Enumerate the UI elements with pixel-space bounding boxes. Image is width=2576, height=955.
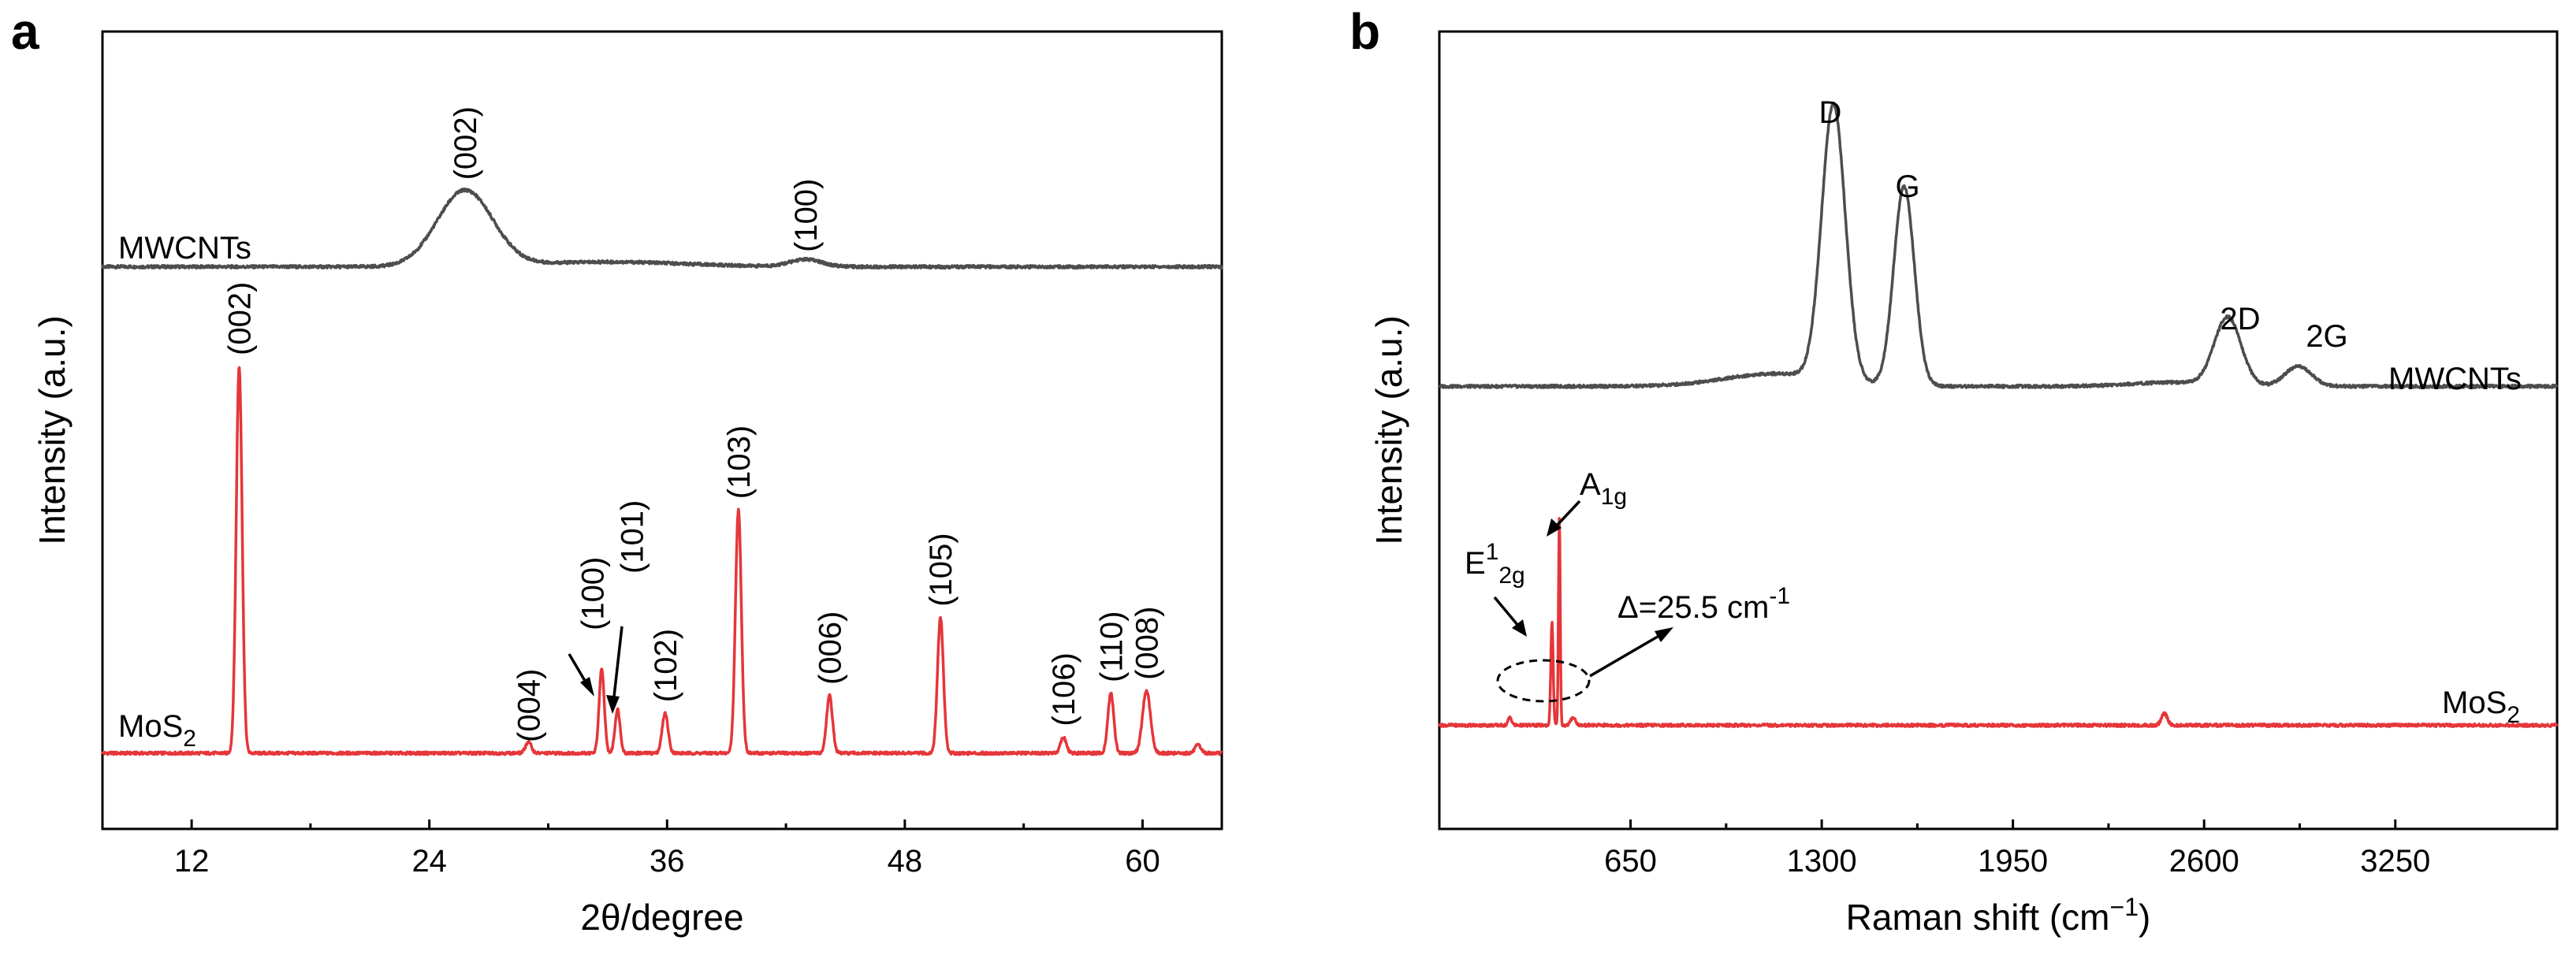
panel-a-peak-label: (100) — [575, 557, 610, 630]
panel-b-mwcnts-label: MWCNTs — [2388, 362, 2522, 396]
panel-a-x-ticks: 12 24 36 48 60 — [174, 819, 1160, 879]
panel-a-arrow-100 — [568, 653, 589, 686]
panel-a-plot-frame — [101, 30, 1223, 831]
panel-b-delta-arrowhead — [1655, 627, 1673, 642]
panel-b-mwcnts-trace — [1438, 101, 2559, 389]
panel-b-peak-label-g: G — [1895, 169, 1919, 204]
panel-a-mwcnts-trace — [101, 187, 1223, 270]
panel-b-arrowhead-a1g — [1547, 518, 1562, 537]
panel-b-raman-chart: b 650 1300 1950 2600 3250 D G 2D 2G MWCNTs M… — [1349, 3, 2559, 938]
panel-b-arrowhead-e12g — [1512, 619, 1527, 637]
panel-a-mos2-trace — [101, 366, 1223, 756]
panel-a-arrow-101 — [612, 626, 624, 697]
panel-b-plot-frame — [1438, 30, 2559, 831]
x-tick-label: 36 — [650, 844, 685, 879]
panel-a-peak-label: (103) — [722, 425, 757, 499]
panel-b-peak-label-2d: 2D — [2220, 302, 2260, 336]
panel-b-arrow-e12g — [1493, 596, 1520, 627]
panel-a-peak-label: (004) — [512, 669, 546, 742]
panel-a-peak-label: (101) — [616, 500, 650, 574]
panel-b-x-axis-title: Raman shift (cm−1) — [1846, 893, 2151, 938]
panel-a-letter: a — [11, 3, 39, 60]
panel-a-arrowhead-100 — [580, 677, 594, 697]
x-tick-label: 2600 — [2169, 844, 2239, 879]
panel-b-x-ticks: 650 1300 1950 2600 3250 — [1604, 819, 2430, 879]
panel-a-x-axis-title: 2θ/degree — [580, 897, 743, 938]
panel-a-peak-label: (105) — [924, 533, 959, 606]
panel-a-peak-label: (002) — [222, 282, 257, 355]
panel-a-peak-labels: (002)(100)(002)(004)(100)(101)(102)(103)… — [222, 106, 1164, 742]
panel-a-peak-label: (106) — [1047, 652, 1081, 726]
panel-a-peak-label: (008) — [1130, 607, 1165, 680]
panel-b-traces — [1438, 101, 2559, 728]
panel-a-traces — [101, 187, 1223, 756]
x-tick-label: 24 — [411, 844, 447, 879]
panel-a-y-axis-title: Intensity (a.u.) — [32, 315, 73, 544]
panel-b-y-axis-title: Intensity (a.u.) — [1368, 315, 1409, 544]
panel-b-mos2-label: MoS2 — [2442, 686, 2520, 728]
panel-a-mwcnts-label: MWCNTs — [118, 231, 251, 266]
panel-b-a1g-label: A1g — [1580, 467, 1627, 510]
panel-b-letter: b — [1349, 3, 1380, 60]
panel-b-peak-label-2g: 2G — [2306, 319, 2347, 354]
panel-b-dashed-ellipse — [1496, 659, 1591, 703]
panel-a-peak-label: (100) — [789, 179, 824, 252]
x-tick-label: 650 — [1604, 844, 1657, 879]
panel-b-mos2-trace — [1438, 517, 2559, 728]
panel-b-peak-label-d: D — [1819, 95, 1842, 130]
x-tick-label: 48 — [888, 844, 923, 879]
x-tick-label: 1300 — [1787, 844, 1857, 879]
x-tick-label: 60 — [1125, 844, 1160, 879]
panel-b-arrow-a1g — [1554, 500, 1581, 528]
x-tick-label: 12 — [174, 844, 210, 879]
panel-a-arrowhead-101 — [606, 695, 620, 714]
panel-a-peak-label: (110) — [1094, 611, 1129, 682]
panel-a-peak-label: (102) — [649, 629, 683, 702]
panel-a-peak-label: (006) — [813, 611, 847, 685]
x-tick-label: 1950 — [1978, 844, 2048, 879]
x-tick-label: 3250 — [2360, 844, 2430, 879]
panel-a-mos2-label: MoS2 — [118, 709, 196, 752]
panel-b-e12g-label: E12g — [1465, 539, 1525, 589]
panel-a-xrd-chart: a 12 24 36 48 60 (002)(100)(002)(004)(100)(1… — [11, 3, 1223, 938]
panel-b-delta-label: Δ=25.5 cm-1 — [1617, 583, 1790, 625]
panel-a-peak-label: (002) — [449, 106, 483, 180]
panel-b-delta-arrow — [1589, 633, 1662, 678]
